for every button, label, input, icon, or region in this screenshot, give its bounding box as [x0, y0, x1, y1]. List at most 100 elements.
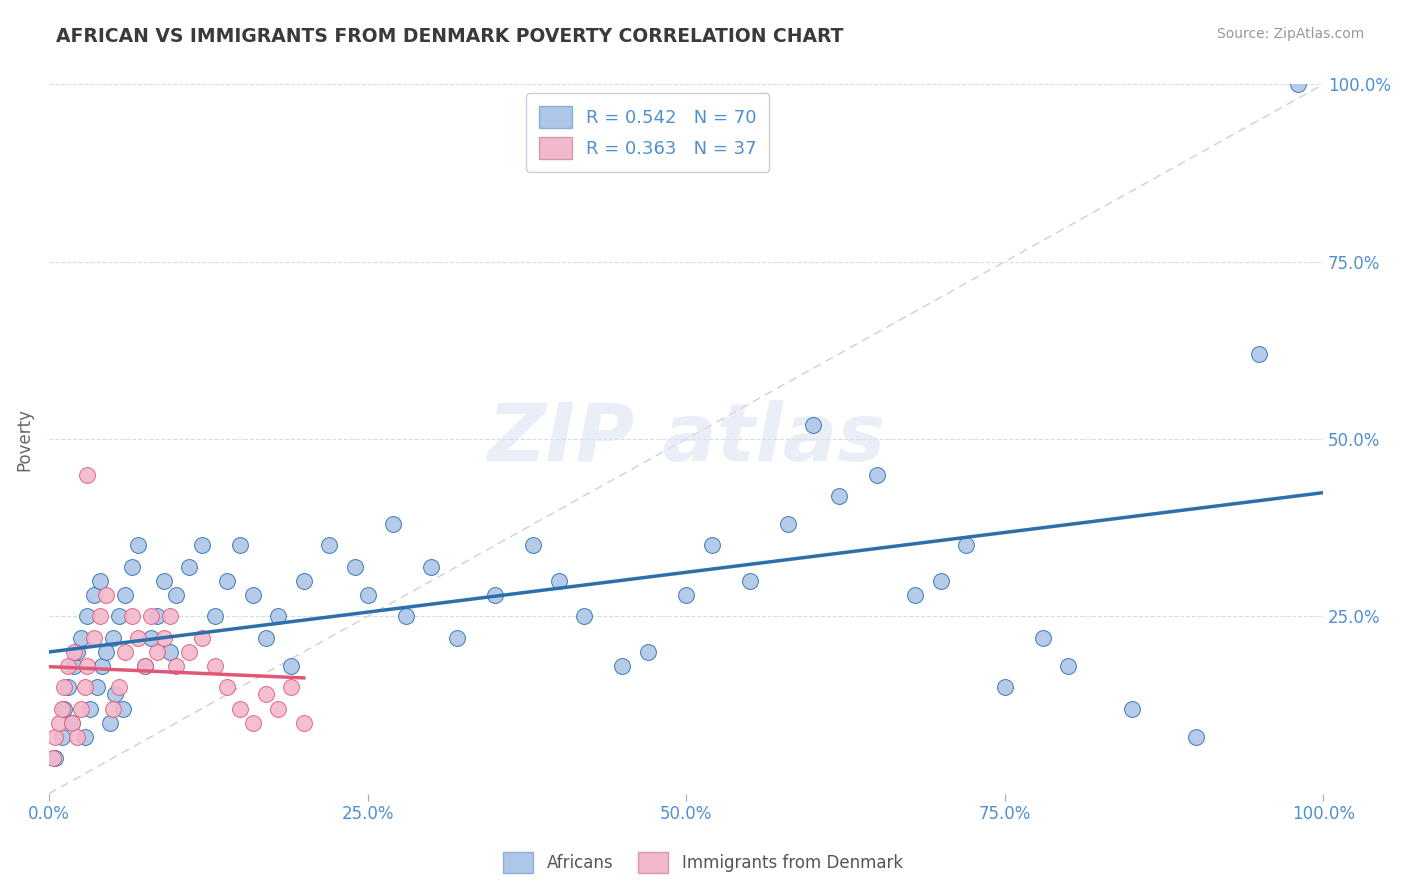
Legend: R = 0.542   N = 70, R = 0.363   N = 37: R = 0.542 N = 70, R = 0.363 N = 37: [526, 94, 769, 172]
Point: [1057, 659, 1080, 673]
Point: [134, 659, 156, 673]
Text: Source: ZipAtlas.com: Source: ZipAtlas.com: [1216, 27, 1364, 41]
Legend: Africans, Immigrants from Denmark: Africans, Immigrants from Denmark: [496, 846, 910, 880]
Point: [60, 715, 83, 730]
Point: [828, 489, 851, 503]
Point: [108, 609, 131, 624]
Point: [69, 701, 91, 715]
Point: [420, 559, 443, 574]
Point: [76, 659, 98, 673]
Point: [63, 659, 86, 673]
Point: [191, 631, 214, 645]
Point: [101, 631, 124, 645]
Point: [51, 730, 73, 744]
Point: [229, 701, 252, 715]
Point: [83, 631, 105, 645]
Point: [165, 588, 187, 602]
Point: [204, 659, 226, 673]
Point: [904, 588, 927, 602]
Y-axis label: Poverty: Poverty: [15, 408, 32, 471]
Point: [395, 609, 418, 624]
Point: [446, 631, 468, 645]
Point: [101, 701, 124, 715]
Point: [83, 588, 105, 602]
Point: [700, 538, 723, 552]
Point: [134, 659, 156, 673]
Point: [484, 588, 506, 602]
Point: [343, 559, 366, 574]
Point: [152, 631, 174, 645]
Point: [242, 715, 264, 730]
Point: [280, 659, 302, 673]
Point: [803, 417, 825, 432]
Point: [280, 681, 302, 695]
Point: [127, 631, 149, 645]
Point: [217, 681, 239, 695]
Point: [1286, 78, 1309, 92]
Point: [108, 681, 131, 695]
Point: [267, 609, 290, 624]
Point: [356, 588, 378, 602]
Point: [267, 701, 290, 715]
Point: [159, 609, 181, 624]
Point: [955, 538, 977, 552]
Point: [866, 467, 889, 482]
Point: [1249, 347, 1271, 361]
Point: [776, 517, 799, 532]
Point: [994, 681, 1017, 695]
Point: [96, 588, 118, 602]
Point: [66, 645, 89, 659]
Point: [69, 631, 91, 645]
Point: [96, 645, 118, 659]
Point: [572, 609, 595, 624]
Point: [522, 538, 544, 552]
Point: [121, 609, 143, 624]
Point: [1184, 730, 1206, 744]
Point: [217, 574, 239, 588]
Text: ZIP atlas: ZIP atlas: [486, 400, 886, 478]
Point: [73, 681, 96, 695]
Point: [114, 645, 136, 659]
Point: [53, 701, 76, 715]
Point: [738, 574, 761, 588]
Point: [612, 659, 634, 673]
Point: [165, 659, 187, 673]
Point: [179, 645, 201, 659]
Point: [292, 574, 315, 588]
Point: [121, 559, 143, 574]
Point: [73, 730, 96, 744]
Point: [44, 751, 66, 765]
Point: [675, 588, 697, 602]
Text: AFRICAN VS IMMIGRANTS FROM DENMARK POVERTY CORRELATION CHART: AFRICAN VS IMMIGRANTS FROM DENMARK POVER…: [56, 27, 844, 45]
Point: [292, 715, 315, 730]
Point: [146, 645, 169, 659]
Point: [318, 538, 340, 552]
Point: [53, 681, 76, 695]
Point: [159, 645, 181, 659]
Point: [60, 715, 83, 730]
Point: [191, 538, 214, 552]
Point: [254, 687, 277, 701]
Point: [204, 609, 226, 624]
Point: [179, 559, 201, 574]
Point: [637, 645, 659, 659]
Point: [1032, 631, 1054, 645]
Point: [114, 588, 136, 602]
Point: [1121, 701, 1143, 715]
Point: [89, 609, 111, 624]
Point: [382, 517, 405, 532]
Point: [254, 631, 277, 645]
Point: [56, 659, 79, 673]
Point: [66, 730, 89, 744]
Point: [79, 701, 101, 715]
Point: [547, 574, 569, 588]
Point: [146, 609, 169, 624]
Point: [56, 681, 79, 695]
Point: [229, 538, 252, 552]
Point: [76, 609, 98, 624]
Point: [152, 574, 174, 588]
Point: [104, 687, 127, 701]
Point: [42, 751, 65, 765]
Point: [44, 730, 66, 744]
Point: [139, 609, 162, 624]
